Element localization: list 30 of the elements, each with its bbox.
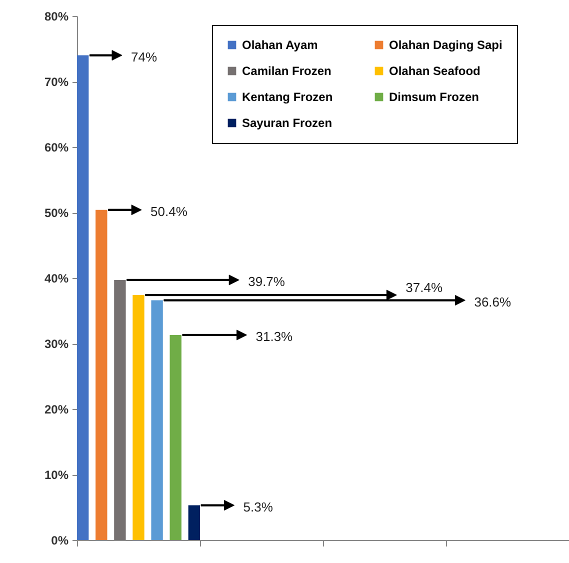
y-tick-label: 0%: [51, 534, 69, 548]
y-tick-label: 70%: [44, 75, 69, 89]
annotation: 74%: [131, 49, 158, 64]
y-tick-label: 60%: [44, 140, 69, 154]
legend-label: Sayuran Frozen: [242, 116, 332, 130]
y-tick-label: 10%: [44, 468, 69, 482]
y-tick-label: 80%: [44, 10, 69, 24]
bar: [114, 280, 126, 540]
y-tick-label: 20%: [44, 402, 69, 416]
annotation: 39.7%: [248, 274, 286, 289]
annotation: 37.4%: [406, 280, 443, 296]
legend-label: Olahan Daging Sapi: [389, 38, 502, 52]
y-tick-label: 30%: [44, 337, 69, 351]
bar: [96, 210, 108, 540]
bar: [170, 334, 182, 540]
bar: [132, 295, 144, 540]
legend-label: Olahan Seafood: [389, 64, 480, 78]
legend-label: Olahan Ayam: [242, 38, 318, 52]
bar: [151, 300, 163, 540]
y-tick-label: 40%: [44, 272, 69, 286]
legend-label: Dimsum Frozen: [389, 90, 480, 104]
bar: [188, 505, 200, 540]
bar: [77, 55, 89, 540]
annotation: 36.6%: [474, 294, 512, 310]
legend-label: Camilan Frozen: [242, 64, 332, 78]
y-tick-label: 50%: [44, 206, 69, 220]
annotation: 50.4%: [150, 204, 188, 219]
annotation: 5.3%: [243, 499, 274, 514]
legend-label: Kentang Frozen: [242, 90, 333, 104]
annotation: 31.3%: [256, 328, 294, 344]
